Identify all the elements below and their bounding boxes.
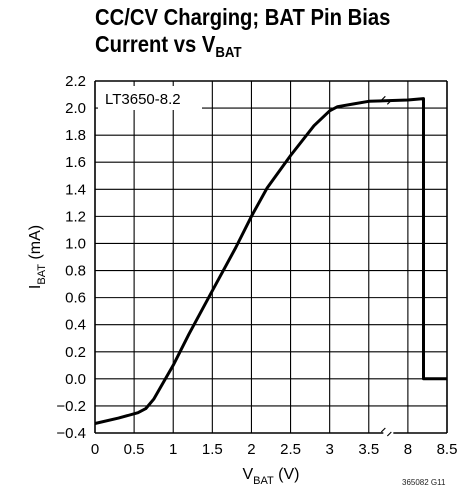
chart-title-prefix: Current vs V: [95, 31, 216, 57]
figure-id: 365082 G11: [402, 478, 446, 487]
y-tick-label: 0.8: [65, 263, 86, 280]
x-tick-label: 3.5: [358, 441, 379, 458]
grid: [94, 80, 448, 434]
y-axis-label-main: I: [27, 285, 44, 289]
y-tick-label: 0.0: [65, 371, 86, 388]
axis-break-marks: [380, 95, 394, 437]
chart-title-line-1: CC/CV Charging; BAT Pin Bias: [95, 4, 391, 30]
x-tick-labels: 0 0.5 1 1.5 2 2.5 3 3.5 8 8.5: [91, 441, 458, 458]
y-tick-label: −0.2: [56, 398, 86, 415]
y-tick-label: 1.8: [65, 127, 86, 144]
series-line: [94, 97, 447, 425]
y-tick-label: 1.6: [65, 154, 86, 171]
y-tick-label: 0.6: [65, 290, 86, 307]
x-tick-label: 0: [91, 441, 99, 458]
axis-break-gap: [383, 429, 394, 437]
chart-title: CC/CV Charging; BAT Pin Bias Current vs …: [95, 4, 412, 61]
x-axis-label-sub: BAT: [253, 475, 274, 487]
chart-title-subscript: BAT: [215, 44, 242, 61]
device-annotation: LT3650-8.2: [105, 91, 181, 108]
series: [94, 97, 447, 425]
y-tick-label: 0.2: [65, 344, 86, 361]
y-tick-label: 1.2: [65, 208, 86, 225]
y-tick-label: −0.4: [56, 425, 86, 442]
y-axis-label: IBAT (mA): [27, 225, 48, 289]
x-tick-label: 1.5: [202, 441, 223, 458]
chart-title-line-2: Current vs VBAT: [95, 31, 412, 61]
y-tick-label: 1.0: [65, 235, 86, 252]
x-tick-label: 0.5: [124, 441, 145, 458]
x-tick-label: 3: [325, 441, 333, 458]
x-tick-label: 8: [404, 441, 412, 458]
y-tick-label: 1.4: [65, 181, 86, 198]
x-axis-label-main: V: [242, 466, 253, 483]
x-axis-label: VBAT (V): [242, 466, 299, 487]
x-tick-label: 2: [247, 441, 255, 458]
annotation-background: [98, 86, 202, 110]
y-tick-labels: 2.2 2.0 1.8 1.6 1.4 1.2 1.0 0.8 0.6 0.4 0.2 0.0 −0.2…: [56, 73, 86, 442]
y-tick-label: 2.0: [65, 100, 86, 117]
y-tick-label: 0.4: [65, 317, 86, 334]
x-tick-label: 1: [169, 441, 177, 458]
y-tick-label: 2.2: [65, 73, 86, 90]
y-axis-label-unit: (mA): [27, 225, 44, 264]
axis-break-mark: [380, 427, 392, 437]
x-tick-label: 8.5: [437, 441, 458, 458]
x-tick-label: 2.5: [280, 441, 301, 458]
y-axis-label-sub: BAT: [36, 264, 48, 285]
x-axis-label-unit: (V): [274, 466, 300, 483]
